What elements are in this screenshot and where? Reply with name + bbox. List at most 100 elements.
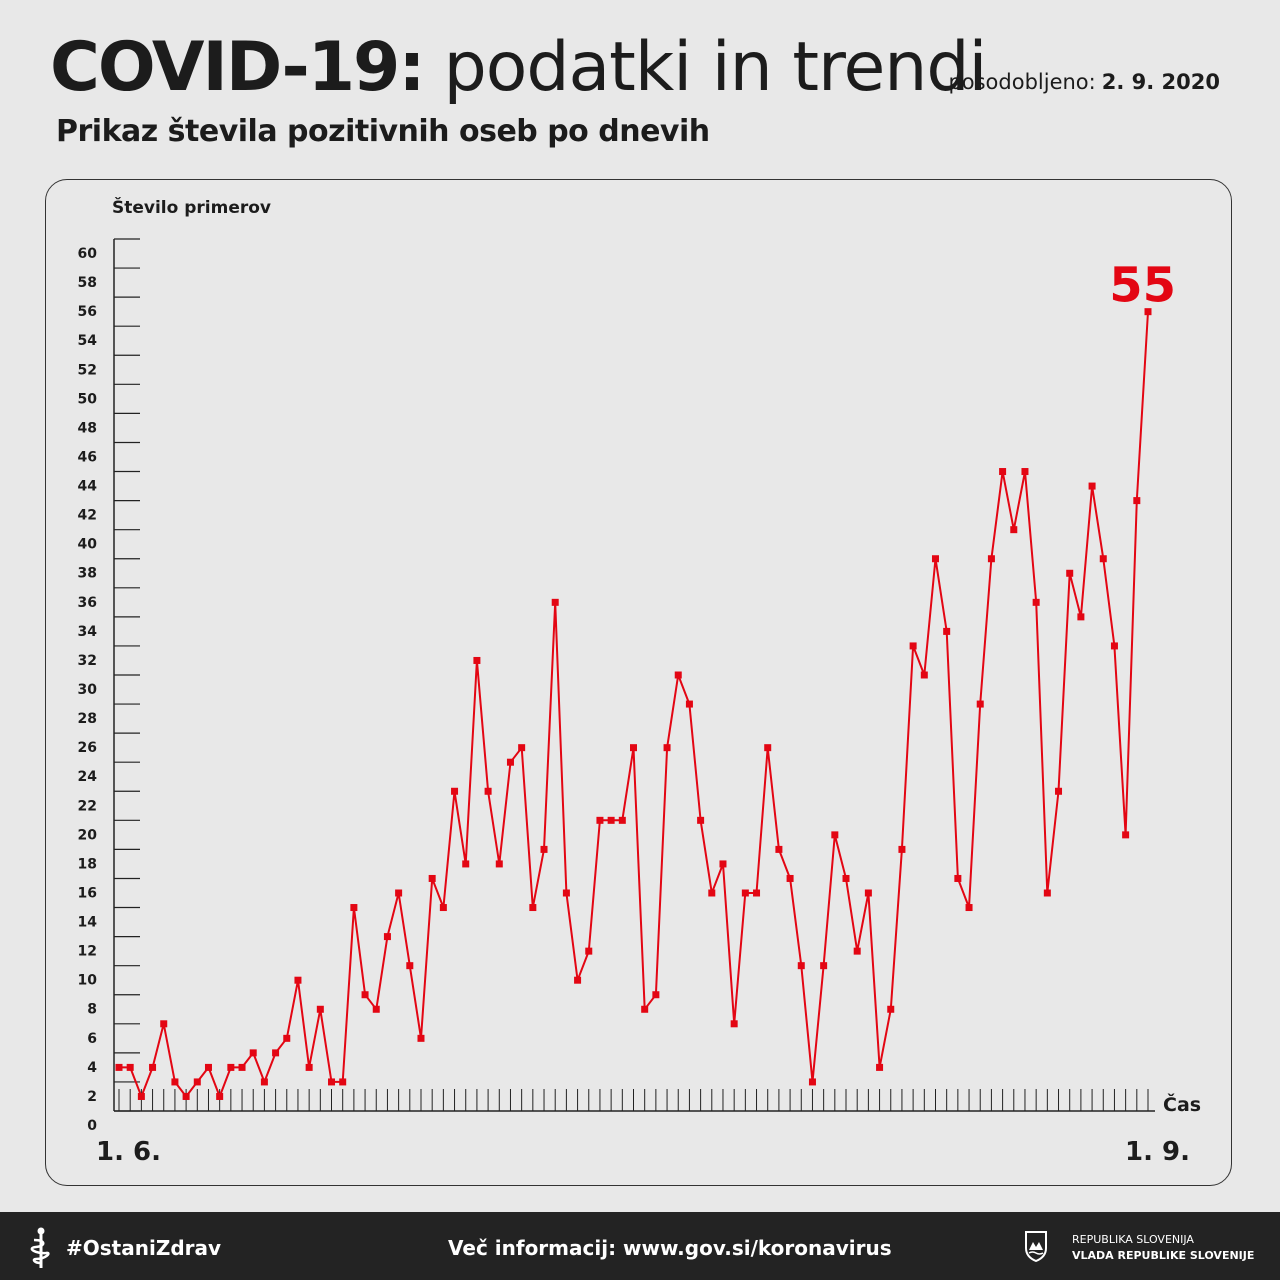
data-point — [305, 1063, 313, 1071]
data-point — [383, 933, 391, 941]
data-point — [965, 904, 973, 912]
y-tick-label: 46 — [78, 449, 97, 465]
data-point — [842, 874, 850, 882]
data-point — [585, 947, 593, 955]
data-point — [204, 1063, 212, 1071]
y-tick-label: 24 — [78, 769, 98, 785]
data-point — [831, 831, 839, 839]
series-line: 55 — [115, 258, 1176, 1100]
data-point — [697, 816, 705, 824]
data-point — [764, 744, 772, 752]
data-point — [775, 845, 783, 853]
y-tick-label: 18 — [78, 856, 97, 872]
data-point — [943, 627, 951, 635]
y-tick-label: 4 — [87, 1060, 97, 1076]
data-point — [283, 1034, 291, 1042]
data-point — [160, 1020, 168, 1028]
data-point — [372, 1005, 380, 1013]
data-point — [518, 744, 526, 752]
data-point — [1032, 598, 1040, 606]
y-tick-label: 50 — [78, 391, 98, 407]
data-point — [1055, 787, 1063, 795]
data-point — [954, 874, 962, 882]
y-tick-label: 34 — [78, 624, 98, 640]
x-axis-label: Čas — [1163, 1094, 1202, 1116]
data-point — [361, 991, 369, 999]
y-tick-label: 30 — [78, 682, 98, 698]
data-point — [328, 1078, 336, 1086]
data-point — [887, 1005, 895, 1013]
data-point — [976, 700, 984, 708]
chart-subtitle: Prikaz števila pozitivnih oseb po dnevih — [56, 114, 710, 149]
data-point — [853, 947, 861, 955]
data-point — [730, 1020, 738, 1028]
data-point — [294, 976, 302, 984]
data-point — [462, 860, 470, 868]
x-end-label: 1. 9. — [1125, 1137, 1190, 1167]
data-point — [473, 656, 481, 664]
data-point — [987, 555, 995, 563]
data-point — [193, 1078, 201, 1086]
data-point — [641, 1005, 649, 1013]
data-point — [484, 787, 492, 795]
data-point — [1043, 889, 1051, 897]
data-point — [182, 1092, 190, 1100]
page-title: COVID-19: podatki in trendi — [50, 28, 987, 118]
data-point — [339, 1078, 347, 1086]
footer-bar: #OstaniZdrav Več informacij: www.gov.si/… — [0, 1212, 1280, 1280]
y-tick-label: 56 — [78, 304, 97, 320]
data-point — [719, 860, 727, 868]
data-point — [260, 1078, 268, 1086]
data-point — [1099, 555, 1107, 563]
data-point — [630, 744, 637, 752]
data-point — [350, 904, 358, 912]
data-point — [607, 816, 615, 824]
gov-line-2: VLADA REPUBLIKE SLOVENIJE — [1072, 1249, 1255, 1262]
data-point — [876, 1063, 884, 1071]
hashtag: #OstaniZdrav — [66, 1236, 222, 1260]
data-point — [708, 889, 716, 897]
y-tick-label: 14 — [78, 915, 98, 931]
y-tick-label: 20 — [78, 827, 98, 843]
y-axis: 0246810121416182022242628303234363840424… — [78, 238, 140, 1134]
data-point — [753, 889, 761, 897]
chart-panel — [45, 179, 1232, 1186]
y-tick-label: 42 — [78, 508, 97, 524]
y-tick-label: 36 — [78, 595, 97, 611]
y-tick-label: 10 — [78, 973, 98, 989]
y-tick-label: 60 — [78, 246, 98, 262]
data-point — [551, 598, 559, 606]
data-point — [898, 845, 906, 853]
series-polyline — [119, 311, 1149, 1098]
updated-date: 2. 9. 2020 — [1101, 70, 1220, 94]
data-point — [1066, 569, 1074, 577]
data-point — [395, 889, 403, 897]
data-point — [1021, 468, 1029, 476]
data-point — [149, 1063, 157, 1071]
data-point — [506, 758, 514, 766]
title-bold: COVID-19: — [50, 28, 426, 107]
data-point — [674, 671, 682, 679]
y-tick-label: 32 — [78, 653, 97, 669]
slovenia-crest-icon — [1025, 1231, 1047, 1262]
more-info-link[interactable]: Več informacij: www.gov.si/koronavirus — [448, 1236, 892, 1260]
y-tick-label: 40 — [78, 537, 98, 553]
data-point — [596, 816, 604, 824]
x-start-label: 1. 6. — [96, 1137, 161, 1167]
highlight-value-label: 55 — [1109, 258, 1176, 314]
y-tick-label: 58 — [78, 275, 97, 291]
data-point — [529, 904, 537, 912]
data-point — [249, 1049, 257, 1057]
data-point — [663, 744, 671, 752]
data-point — [1010, 526, 1018, 534]
health-staff-icon — [30, 1227, 50, 1268]
data-point — [786, 874, 794, 882]
data-point — [272, 1049, 280, 1057]
government-name: REPUBLIKA SLOVENIJA VLADA REPUBLIKE SLOV… — [1072, 1232, 1254, 1264]
data-point — [864, 889, 872, 897]
data-point — [999, 468, 1007, 476]
y-tick-label: 38 — [78, 566, 97, 582]
data-point — [1077, 613, 1085, 621]
data-point — [316, 1005, 324, 1013]
